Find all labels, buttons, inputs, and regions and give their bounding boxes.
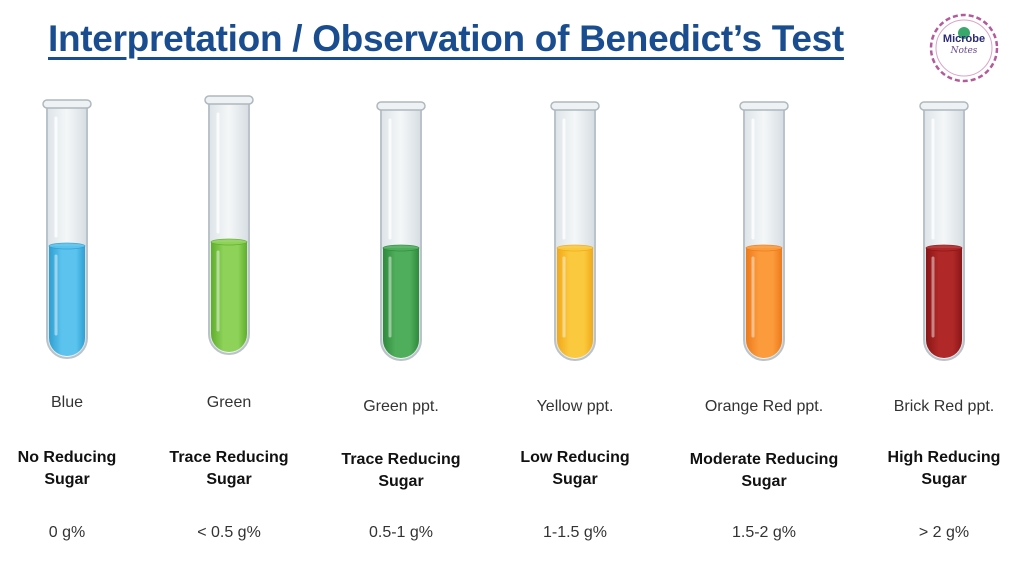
result-line-2: Sugar [206,471,252,488]
tube-column-brick-red-ppt: Brick Red ppt. High Reducing Sugar > 2 g… [859,0,1024,566]
result-line-2: Sugar [552,471,598,488]
result-label: Low Reducing Sugar [490,447,660,491]
test-tube-green [204,95,254,355]
result-label: No Reducing Sugar [0,447,152,491]
amount-label: 0.5-1 g% [368,524,434,541]
result-line-2: Sugar [741,473,787,490]
result-label: Trace Reducing Sugar [144,447,314,491]
color-label: Brick Red ppt. [893,398,995,415]
amount-label: 1.5-2 g% [731,524,797,541]
result-line-1: High Reducing [887,449,1001,466]
result-line-2: Sugar [921,471,967,488]
amount-label: > 2 g% [918,524,970,541]
page-title: Interpretation / Observation of Benedict… [48,18,844,59]
test-tube-yellow-ppt [550,101,600,361]
logo-sub: Notes [950,46,978,56]
logo-name: Microbe [942,33,986,45]
color-label: Blue [50,394,84,411]
tube-column-yellow-ppt: Yellow ppt. Low Reducing Sugar 1-1.5 g% [490,0,660,566]
test-tube-orange-red-ppt [739,101,789,361]
result-line-1: Low Reducing [520,449,630,466]
result-label: Moderate Reducing Sugar [679,449,849,493]
test-tube-blue [42,99,92,359]
amount-label: 0 g% [48,524,86,541]
color-label: Orange Red ppt. [704,398,824,415]
result-line-1: Trace Reducing [169,449,289,466]
result-line-2: Sugar [378,473,424,490]
color-label: Green [206,394,252,411]
result-line-1: Trace Reducing [341,451,461,468]
result-line-1: Moderate Reducing [689,451,839,468]
tube-column-orange-red-ppt: Orange Red ppt. Moderate Reducing Sugar … [679,0,849,566]
result-line-1: No Reducing [17,449,117,466]
color-label: Yellow ppt. [536,398,614,415]
result-label: High Reducing Sugar [859,447,1024,491]
logo-text: Microbe Notes [928,34,1000,56]
result-line-2: Sugar [44,471,90,488]
result-label: Trace Reducing Sugar [316,449,486,493]
test-tube-brick-red-ppt [919,101,969,361]
tube-column-green-ppt: Green ppt. Trace Reducing Sugar 0.5-1 g% [316,0,486,566]
microbe-notes-logo [929,13,999,83]
test-tube-green-ppt [376,101,426,361]
amount-label: < 0.5 g% [197,524,261,541]
tube-column-blue: Blue No Reducing Sugar 0 g% [0,0,152,566]
amount-label: 1-1.5 g% [542,524,608,541]
tube-column-green: Green Trace Reducing Sugar < 0.5 g% [144,0,314,566]
color-label: Green ppt. [363,398,439,415]
